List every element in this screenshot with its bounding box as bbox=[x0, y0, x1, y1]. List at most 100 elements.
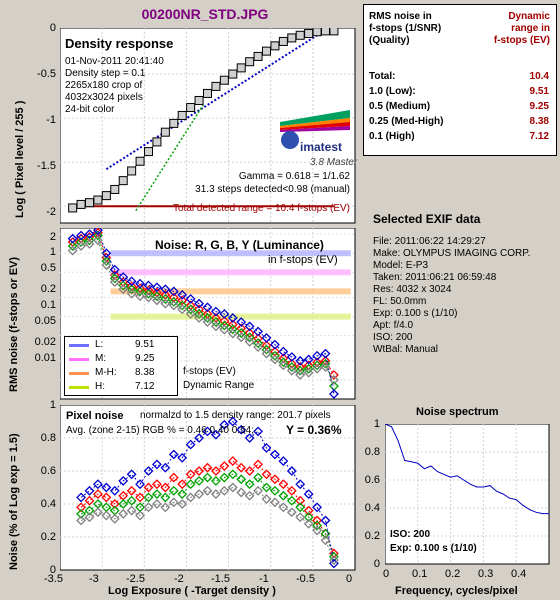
pixel-xtick: -3 bbox=[89, 573, 99, 585]
pixel-point-y bbox=[244, 490, 255, 501]
pixel-ytick: 1 bbox=[49, 399, 56, 411]
density-point bbox=[101, 191, 111, 201]
spectrum-ytick: 0 bbox=[373, 558, 380, 570]
noise-point-b bbox=[152, 282, 162, 293]
pixel-point-y bbox=[312, 525, 322, 536]
spectrum-iso: ISO: 200 bbox=[390, 529, 431, 540]
dr-table: RMS noise in f-stops (1/SNR) (Quality) D… bbox=[363, 4, 557, 156]
pixel-point-g bbox=[194, 475, 204, 486]
noise-point-y bbox=[93, 235, 103, 246]
pixel-point-r bbox=[160, 482, 171, 493]
density-point bbox=[312, 28, 322, 37]
noise-point-g bbox=[303, 363, 314, 374]
legend-label: H: bbox=[95, 381, 105, 392]
noise-point-g bbox=[312, 360, 322, 371]
pixel-point-b bbox=[185, 439, 196, 450]
pixel-point-r bbox=[227, 456, 238, 467]
noise-point-y bbox=[101, 260, 112, 270]
pixel-ytick: 0.4 bbox=[40, 498, 56, 510]
pixel-xtick: -1.5 bbox=[211, 573, 230, 585]
pixel-point-r bbox=[261, 469, 272, 480]
spectrum-title: Noise spectrum bbox=[416, 406, 499, 418]
spectrum-ytick: 0.6 bbox=[364, 474, 380, 486]
pixel-point-r bbox=[295, 495, 306, 506]
density-point bbox=[270, 41, 280, 51]
noise-point-b bbox=[244, 321, 255, 332]
noise-point-b bbox=[109, 264, 120, 275]
density-ytick: -2 bbox=[46, 206, 56, 218]
pixel-ytick: 0.8 bbox=[40, 432, 56, 444]
pixel-noise-norm: normalzd to 1.5 density range: 201.7 pix… bbox=[140, 410, 331, 421]
density-point bbox=[219, 75, 229, 85]
pixel-point-r bbox=[93, 489, 103, 500]
noise-point-y bbox=[118, 284, 129, 295]
pixel-point-y bbox=[286, 507, 297, 518]
noise-point-y bbox=[185, 309, 196, 319]
pixel-point-r bbox=[185, 469, 196, 480]
noise-point-b bbox=[295, 355, 306, 366]
legend-swatch bbox=[69, 386, 89, 389]
pixel-point-y bbox=[76, 515, 86, 526]
pixel-point-g bbox=[286, 495, 297, 506]
noise-note-fstops: f-stops (EV) bbox=[183, 366, 236, 377]
density-point bbox=[262, 46, 271, 56]
pixel-point-y bbox=[211, 489, 221, 500]
noise-point-b bbox=[177, 289, 188, 300]
pixel-noise-y: Y = 0.36% bbox=[286, 423, 342, 437]
pixel-point-b bbox=[270, 449, 280, 460]
pixel-point-r bbox=[135, 492, 145, 503]
noise-point-y bbox=[278, 360, 289, 371]
dr-row: 1.0 (Low): 9.51 bbox=[369, 86, 549, 98]
pixel-point-y bbox=[194, 489, 204, 500]
noise-point-b bbox=[286, 352, 297, 362]
dr-row-value: 7.12 bbox=[529, 131, 549, 142]
pixel-series-r bbox=[80, 460, 335, 554]
density-heading: Density response bbox=[65, 36, 174, 51]
pixel-point-b bbox=[261, 442, 272, 453]
noise-point-g bbox=[168, 297, 179, 307]
pixel-point-y bbox=[177, 499, 188, 509]
pixel-point-b bbox=[278, 456, 289, 467]
noise-point-b bbox=[312, 350, 322, 361]
pixel-point-b bbox=[320, 515, 331, 526]
range-text: Total detected range = 10.4 f-stops (EV) bbox=[172, 203, 350, 214]
noise-point-y bbox=[253, 342, 263, 352]
noise-point-b bbox=[93, 228, 103, 236]
pixel-point-b bbox=[253, 426, 263, 437]
pixel-point-g bbox=[143, 492, 154, 503]
noise-point-g bbox=[177, 300, 188, 311]
logo-version: 3.8 Master bbox=[310, 157, 358, 168]
noise-point-y bbox=[126, 288, 137, 299]
pixel-point-y bbox=[101, 510, 112, 521]
spectrum-xlabel: Frequency, cycles/pixel bbox=[395, 585, 518, 597]
spectrum-xtick: 0.4 bbox=[511, 568, 527, 580]
legend-label: M: bbox=[95, 353, 107, 364]
density-info-pixels: 4032x3024 pixels bbox=[65, 92, 143, 103]
density-info: 01-Nov-2011 20:41:40 Density step = 0.1 … bbox=[65, 56, 164, 116]
density-point bbox=[144, 147, 153, 157]
pixel-point-b bbox=[219, 419, 230, 430]
density-point bbox=[152, 137, 162, 147]
pixel-point-y bbox=[135, 510, 145, 521]
pixel-point-y bbox=[295, 512, 306, 523]
density-point bbox=[85, 198, 94, 208]
noise-point-b bbox=[211, 306, 221, 317]
pixel-noise-heading: Pixel noise bbox=[66, 410, 124, 422]
dr-header-line: (Quality) bbox=[369, 35, 410, 46]
threshold-band-m-h bbox=[110, 288, 351, 295]
noise-point-g bbox=[185, 304, 196, 315]
noise-point-b bbox=[84, 229, 95, 240]
density-point bbox=[186, 103, 196, 113]
noise-point-b bbox=[303, 354, 314, 365]
pixel-point-y bbox=[160, 502, 171, 513]
pixel-point-b bbox=[286, 466, 297, 476]
noise-ytick: 2 bbox=[49, 231, 56, 243]
exif-list: File: 2011:06:22 14:29:27 Make: OLYMPUS … bbox=[373, 236, 530, 356]
pixel-point-y bbox=[202, 485, 213, 496]
noise-point-y bbox=[261, 348, 272, 359]
density-point bbox=[203, 88, 212, 98]
pixel-point-r bbox=[143, 482, 154, 493]
spectrum-ytick: 1 bbox=[373, 418, 380, 430]
noise-point-g bbox=[152, 291, 162, 302]
noise-point-y bbox=[244, 336, 255, 347]
